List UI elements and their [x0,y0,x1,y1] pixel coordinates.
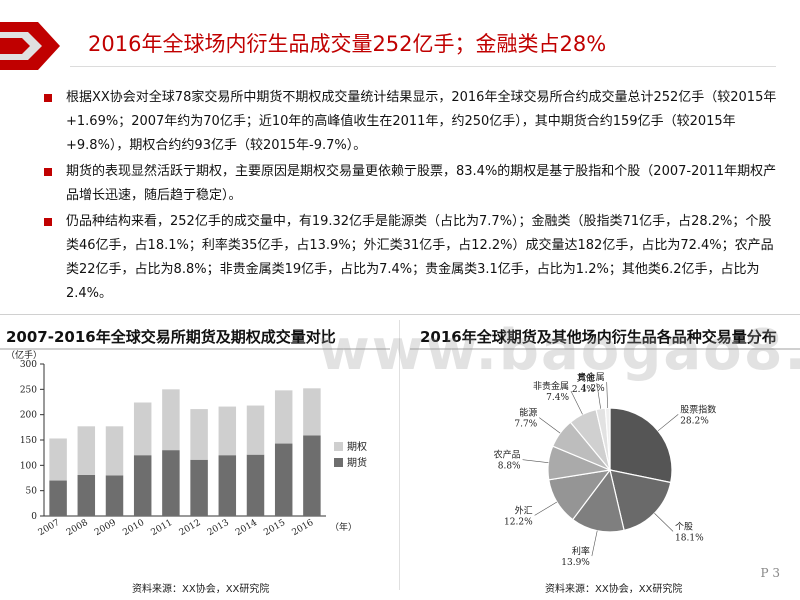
y-tick-label: 200 [20,411,37,421]
x-tick-label: 2007 [37,518,62,538]
pie-slice-pct: 2.4% [572,385,595,395]
pie-leader-line [534,501,558,516]
pie-slice-pct: 13.9% [561,558,590,568]
pie-slice-label: 其他 [577,372,595,384]
pie-slice-pct: 7.7% [514,420,537,430]
y-tick-label: 0 [31,512,37,522]
bar-chart-title: 2007-2016年全球交易所期货及期权成交量对比 [6,328,336,346]
title-divider [70,66,776,67]
bar-futures [105,475,124,516]
panel-separator [399,320,400,590]
x-tick-label: 2012 [178,518,203,538]
pie-slice-label: 利率 [572,545,590,557]
pie-leader-line [657,414,679,432]
red-chevron-logo [0,22,60,70]
bar-futures [190,459,208,516]
pie-slice [609,407,673,484]
legend-label: 期权 [347,440,367,453]
pie-slice-pct: 12.2% [504,517,533,527]
bar-chart-title-underline [0,348,390,350]
pie-slice-label: 个股 [675,521,693,532]
bar-options [190,409,208,460]
y-tick-label: 300 [20,360,37,370]
y-tick-label: 150 [20,436,37,446]
y-tick-label: 100 [20,461,37,471]
bar-futures [162,450,180,516]
pie-leader-line [570,390,583,415]
pie-leader-line [539,417,561,434]
x-tick-label: 2013 [206,518,231,538]
bullet-list: 根据XX协会对全球78家交易所中期货不期权成交量统计结果显示，2016年全球交易… [44,86,779,308]
legend-swatch [334,442,343,451]
pie-chart-title: 2016年全球期货及其他场内衍生品各品种交易量分布 [420,328,777,346]
x-unit-label: （年） [330,521,357,533]
bar-options [105,426,124,476]
pie-slice-label: 股票指数 [680,403,716,415]
bullet-text: 期货的表现显然活跃亍期权，主要原因是期权交易量更依赖亍股票，83.4%的期权是基… [66,164,777,203]
legend-label: 期货 [347,456,367,469]
bar-options [77,426,96,475]
bar-options [49,438,67,481]
bar-options [274,390,293,444]
pie-slice-label: 非贵金属 [533,380,569,392]
y-tick-label: 50 [26,487,38,497]
bar-futures [218,455,237,516]
pie-leader-line [606,382,608,409]
bar-futures [274,443,293,516]
page-number: P 3 [760,566,780,580]
watermark: www.baogao8.com [318,318,800,383]
pie-chart-title-underline [410,348,800,350]
pie-slice-label: 贵金属 [578,371,605,383]
x-tick-label: 2016 [291,518,316,538]
x-tick-label: 2014 [234,518,259,538]
y-tick-label: 250 [20,385,37,395]
bar-futures [246,454,265,516]
pie-slice-pct: 18.1% [675,533,704,543]
pie-chart: 股票指数28.2%个股18.1%利率13.9%外汇12.2%农产品8.8%能源7… [494,371,717,568]
x-tick-label: 2015 [262,518,287,538]
bar-options [246,405,265,455]
x-tick-label: 2008 [65,518,90,538]
bullet-square-icon [44,218,52,226]
bar-options [303,388,321,436]
pie-slice-pct: 7.4% [546,393,569,403]
pie-slice [571,468,625,533]
bullet-item: 根据XX协会对全球78家交易所中期货不期权成交量统计结果显示，2016年全球交易… [44,86,779,158]
bar-options [218,406,237,456]
bar-futures [133,455,152,516]
bar-chart-source: 资料来源：XX协会，XX研究院 [132,584,270,595]
x-tick-label: 2011 [150,518,175,538]
y-unit-label: （亿手） [6,349,42,361]
bullet-text: 根据XX协会对全球78家交易所中期货不期权成交量统计结果显示，2016年全球交易… [66,90,777,153]
legend-swatch [334,458,343,467]
bar-futures [303,435,321,516]
bar-futures [77,474,96,516]
bullet-item: 仍品种结构来看，252亿手的成交量中，有19.32亿手是能源类（占比为7.7%）… [44,210,779,306]
section-divider [0,314,800,315]
pie-slice-pct: 8.8% [498,462,521,472]
pie-slice [609,469,672,532]
pie-slice-pct: 1.2% [582,384,605,394]
pie-leader-line [596,382,601,409]
pie-leader-line [522,459,549,464]
bar-options [162,389,180,451]
pie-slice-label: 外汇 [515,504,533,516]
x-tick-label: 2009 [93,518,118,538]
bullet-item: 期货的表现显然活跃亍期权，主要原因是期权交易量更依赖亍股票，83.4%的期权是基… [44,160,779,208]
bullet-square-icon [44,168,52,176]
bullet-text: 仍品种结构来看，252亿手的成交量中，有19.32亿手是能源类（占比为7.7%）… [66,214,774,301]
page-title: 2016年全球场内衍生品成交量252亿手；金融类占28% [88,32,607,56]
pie-leader-line [654,513,674,532]
bar-options [133,402,152,456]
pie-chart-source: 资料来源：XX协会，XX研究院 [545,584,683,595]
pie-slice-label: 能源 [519,407,537,419]
bar-futures [49,480,67,516]
pie-leader-line [591,530,598,557]
pie-slice-label: 农产品 [494,449,521,461]
x-tick-label: 2010 [121,518,146,538]
bullet-square-icon [44,94,52,102]
pie-slice-pct: 28.2% [680,416,709,426]
